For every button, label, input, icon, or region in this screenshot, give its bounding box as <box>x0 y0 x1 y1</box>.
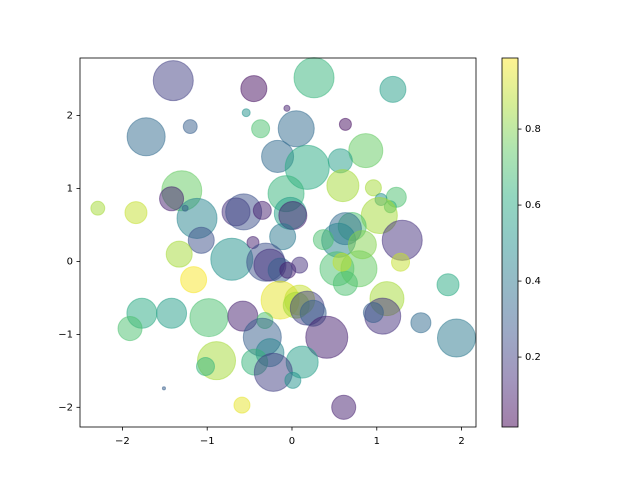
point <box>90 200 106 216</box>
point <box>126 117 166 157</box>
point <box>305 315 349 359</box>
point <box>379 75 407 103</box>
point <box>165 240 193 268</box>
point <box>152 60 194 102</box>
point <box>252 200 272 220</box>
point <box>347 230 377 260</box>
point <box>180 266 208 294</box>
colorbar-tick-label: 0.8 <box>525 124 541 135</box>
y-tick-label: −1 <box>58 329 73 340</box>
y-tick-label: 1 <box>67 184 73 195</box>
point <box>410 312 432 334</box>
x-tick-label: 1 <box>374 436 380 447</box>
point <box>117 316 143 342</box>
x-tick-label: −1 <box>200 436 215 447</box>
point <box>293 57 335 99</box>
point <box>436 318 477 358</box>
point <box>327 148 353 174</box>
point <box>159 186 185 212</box>
plot-frame <box>79 57 477 428</box>
point <box>269 223 297 251</box>
x-tick-label: 0 <box>289 436 295 447</box>
colorbar-tick-label: 0.2 <box>525 352 541 363</box>
point <box>233 396 251 414</box>
point <box>240 75 268 103</box>
x-tick-label: 2 <box>458 436 464 447</box>
colorbar-tick-label: 0.4 <box>525 276 541 287</box>
point <box>251 119 271 139</box>
point <box>391 252 411 272</box>
point <box>312 229 334 251</box>
point <box>332 270 358 296</box>
y-tick-label: 2 <box>67 111 73 122</box>
colorbar <box>502 58 518 427</box>
point <box>124 201 148 225</box>
point <box>283 104 291 112</box>
point <box>161 386 167 391</box>
y-tick-label: 0 <box>67 256 73 267</box>
point <box>436 273 460 297</box>
x-tick-label: −2 <box>115 436 130 447</box>
point <box>326 169 360 203</box>
point <box>189 298 229 338</box>
point <box>181 204 189 212</box>
point <box>182 119 198 134</box>
points <box>90 57 477 420</box>
y-tick-label: −2 <box>58 402 73 413</box>
point <box>187 226 215 254</box>
point <box>332 252 352 272</box>
point <box>348 133 384 169</box>
point <box>291 256 309 274</box>
point <box>277 110 315 148</box>
point <box>331 394 357 420</box>
point <box>338 117 352 131</box>
point <box>156 297 188 329</box>
colorbar-frame <box>501 57 519 428</box>
point <box>195 356 215 376</box>
point <box>362 301 384 324</box>
point <box>284 371 302 389</box>
colorbar-tick-label: 0.6 <box>525 200 541 211</box>
point <box>241 108 251 118</box>
point <box>364 179 382 197</box>
